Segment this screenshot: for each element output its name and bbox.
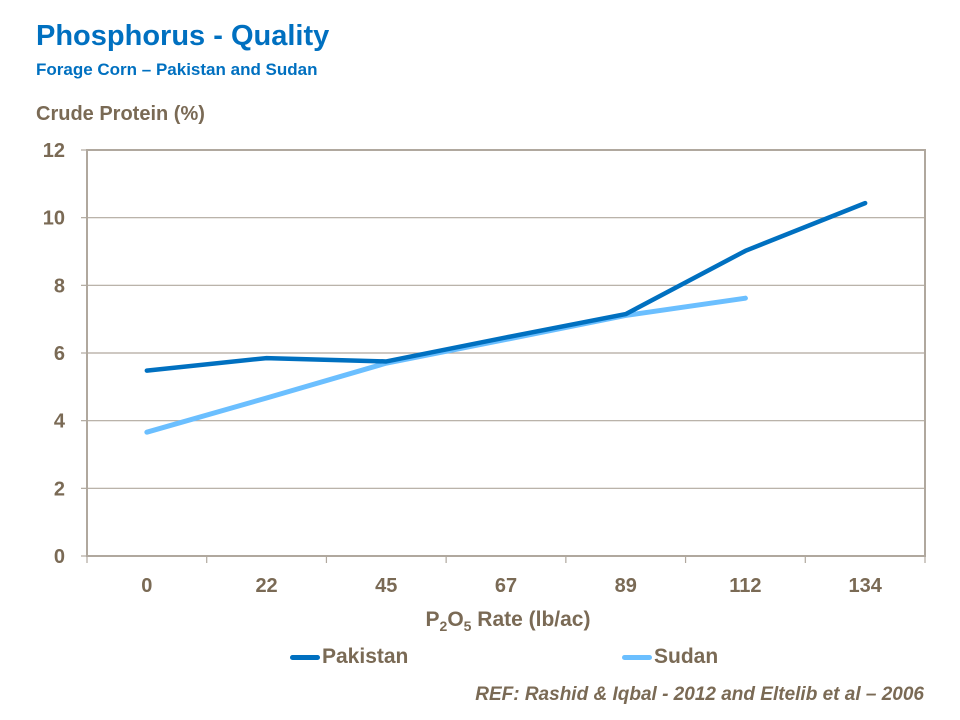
x-tick-label: 89 — [615, 575, 637, 597]
legend-item-sudan: Sudan — [622, 645, 718, 669]
x-label-sub2: 5 — [463, 618, 472, 635]
x-tick-label: 67 — [495, 575, 517, 597]
y-tick-label: 6 — [54, 343, 65, 365]
x-tick-label: 22 — [255, 575, 277, 597]
legend-label-pakistan: Pakistan — [322, 645, 409, 668]
chart-subtitle: Forage Corn – Pakistan and Sudan — [36, 60, 318, 79]
reference-note: REF: Rashid & Iqbal - 2012 and Eltelib e… — [475, 684, 924, 705]
legend-swatch-sudan — [622, 654, 652, 660]
y-tick-label: 2 — [54, 478, 65, 500]
y-tick-label: 12 — [43, 140, 65, 162]
y-tick-label: 4 — [54, 411, 66, 433]
x-label-p: P — [425, 608, 440, 631]
x-tick-label: 45 — [375, 575, 397, 597]
series-line-sudan — [144, 295, 748, 435]
x-tick-label: 134 — [848, 575, 882, 597]
y-axis-label: Crude Protein (%) — [36, 103, 205, 125]
chart-title: Phosphorus - Quality — [36, 20, 330, 52]
legend-item-pakistan: Pakistan — [290, 645, 408, 669]
x-tick-label: 112 — [729, 575, 761, 597]
x-label-sub1: 2 — [439, 618, 448, 635]
y-tick-label: 0 — [54, 546, 65, 568]
y-tick-label: 8 — [54, 275, 65, 297]
series-line-pakistan — [144, 200, 868, 373]
x-label-rest: Rate (lb/ac) — [471, 608, 591, 631]
legend-swatch-pakistan — [290, 654, 320, 660]
y-tick-label: 10 — [43, 208, 65, 230]
x-axis-label: P2O5 Rate (lb/ac) — [0, 608, 960, 634]
legend-label-sudan: Sudan — [654, 645, 719, 668]
x-label-o: O — [447, 608, 464, 631]
x-tick-label: 0 — [141, 575, 152, 597]
plot-area-border — [86, 149, 926, 557]
